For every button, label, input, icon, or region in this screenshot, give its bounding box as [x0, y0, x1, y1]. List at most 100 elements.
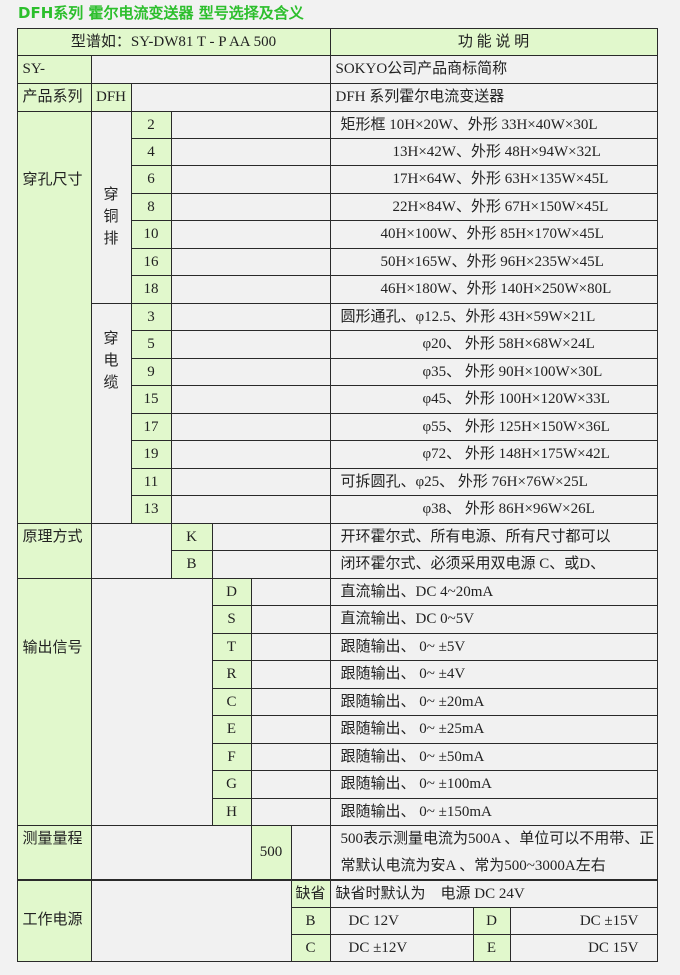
busbar-desc: 40H×100W、外形 85H×170W×45L [329, 220, 658, 249]
empty-cell [290, 825, 331, 881]
empty-cell [211, 550, 331, 579]
empty-cell [90, 54, 331, 84]
cable-desc: φ45、 外形 100H×120W×33L [329, 385, 658, 414]
empty-cell [170, 412, 331, 442]
cable-code: 17 [130, 412, 172, 442]
output-desc: 跟随输出、 0~ ±4V [329, 660, 658, 689]
empty-cell [170, 330, 331, 359]
empty-cell [170, 275, 331, 304]
empty-cell [170, 220, 331, 249]
series-code: DFH [90, 82, 132, 112]
busbar-desc: 矩形框 10H×20W、外形 33H×40W×30L [329, 110, 658, 139]
output-code: F [211, 742, 252, 772]
empty-cell [250, 632, 331, 662]
output-code: R [211, 660, 252, 689]
output-code: C [211, 687, 252, 717]
model-example-header: 型谱如：SY-DW81 T - P AA 500 [16, 27, 331, 56]
empty-cell [250, 687, 331, 717]
power-option-desc: DC ±12V [329, 933, 474, 962]
output-code: E [211, 715, 252, 744]
output-desc: 跟随输出、 0~ ±5V [329, 632, 658, 662]
empty-cell [90, 577, 213, 827]
output-code: S [211, 605, 252, 634]
output-label: 输出信号 [16, 577, 92, 827]
busbar-code: 18 [130, 275, 172, 304]
power-option-desc: DC 12V [329, 906, 474, 935]
output-desc: 直流输出、DC 4~20mA [329, 577, 658, 607]
empty-cell [250, 605, 331, 634]
sy-desc: SOKYO公司产品商标简称 [329, 54, 658, 84]
cable-desc: φ38、 外形 86H×96W×26L [329, 495, 658, 524]
busbar-desc: 50H×165W、外形 96H×235W×45L [329, 247, 658, 277]
cable-code: 15 [130, 385, 172, 414]
cable-code: 13 [130, 495, 172, 524]
power-option-desc: DC 15V [509, 933, 658, 962]
power-option-code: E [472, 933, 511, 962]
empty-cell [90, 879, 292, 962]
principle-desc: 闭环霍尔式、必须采用双电源 C、或D、 [329, 550, 658, 579]
empty-cell [170, 110, 331, 139]
cable-code: 9 [130, 357, 172, 387]
cable-desc: φ55、 外形 125H×150W×36L [329, 412, 658, 442]
empty-cell [170, 302, 331, 332]
empty-cell [250, 742, 331, 772]
power-default-desc: 缺省时默认为 电源 DC 24V [329, 879, 658, 908]
empty-cell [250, 577, 331, 607]
range-code: 500 [250, 825, 292, 881]
empty-cell [250, 797, 331, 827]
empty-cell [90, 825, 252, 881]
empty-cell [250, 660, 331, 689]
output-desc: 直流输出、DC 0~5V [329, 605, 658, 634]
empty-cell [170, 247, 331, 277]
output-code: T [211, 632, 252, 662]
empty-cell [170, 137, 331, 167]
page-title: DFH系列 霍尔电流变送器 型号选择及含义 [18, 4, 304, 22]
output-desc: 跟随输出、 0~ ±50mA [329, 742, 658, 772]
cable-code: 11 [130, 467, 172, 497]
output-desc: 跟随输出、 0~ ±100mA [329, 770, 658, 799]
empty-cell [211, 522, 331, 552]
empty-cell [170, 357, 331, 387]
busbar-code: 10 [130, 220, 172, 249]
cable-desc: φ72、 外形 148H×175W×42L [329, 440, 658, 469]
busbar-code: 8 [130, 192, 172, 222]
cable-code: 5 [130, 330, 172, 359]
empty-cell [170, 467, 331, 497]
output-code: H [211, 797, 252, 827]
cable-label: 穿电缆 [90, 302, 132, 524]
busbar-label: 穿铜排 [90, 110, 132, 304]
output-code: G [211, 770, 252, 799]
empty-cell [130, 82, 331, 112]
series-desc: DFH 系列霍尔电流变送器 [329, 82, 658, 112]
empty-cell [170, 192, 331, 222]
principle-desc: 开环霍尔式、所有电源、所有尺寸都可以 [329, 522, 658, 552]
busbar-desc: 46H×180W、外形 140H×250W×80L [329, 275, 658, 304]
power-option-desc: DC ±15V [509, 906, 658, 935]
hole-size-label: 穿孔尺寸 [16, 110, 92, 524]
empty-cell [170, 385, 331, 414]
cable-desc: φ35、 外形 90H×100W×30L [329, 357, 658, 387]
busbar-code: 2 [130, 110, 172, 139]
cable-code: 3 [130, 302, 172, 332]
empty-cell [90, 522, 172, 579]
empty-cell [170, 495, 331, 524]
empty-cell [250, 770, 331, 799]
busbar-desc: 13H×42W、外形 48H×94W×32L [329, 137, 658, 167]
busbar-desc: 22H×84W、外形 67H×150W×45L [329, 192, 658, 222]
empty-cell [170, 440, 331, 469]
cable-desc: φ20、 外形 58H×68W×24L [329, 330, 658, 359]
range-label: 测量量程 [16, 825, 92, 881]
empty-cell [250, 715, 331, 744]
power-default-code: 缺省 [290, 879, 331, 908]
power-option-code: C [290, 933, 331, 962]
series-label: 产品系列 [16, 82, 92, 112]
busbar-code: 16 [130, 247, 172, 277]
cable-code: 19 [130, 440, 172, 469]
principle-code: K [170, 522, 213, 552]
cable-desc: 圆形通孔、φ12.5、外形 43H×59W×21L [329, 302, 658, 332]
output-desc: 跟随输出、 0~ ±150mA [329, 797, 658, 827]
empty-cell [170, 165, 331, 194]
output-code: D [211, 577, 252, 607]
output-desc: 跟随输出、 0~ ±25mA [329, 715, 658, 744]
busbar-desc: 17H×64W、外形 63H×135W×45L [329, 165, 658, 194]
